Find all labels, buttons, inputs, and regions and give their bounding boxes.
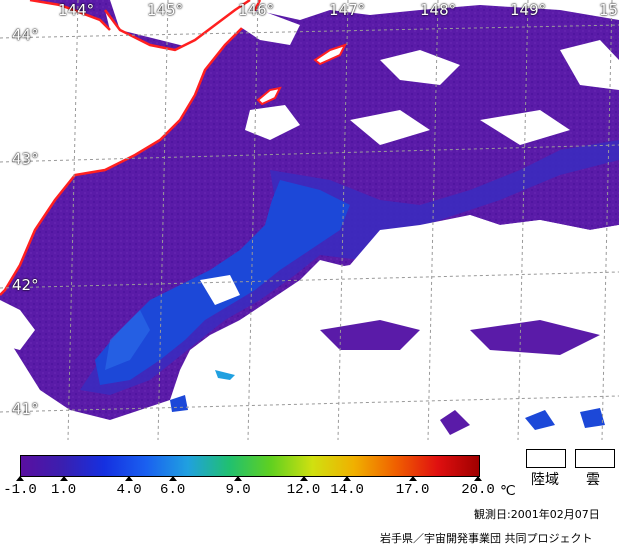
color-scale-tick-label: 20.0 <box>461 482 495 498</box>
latitude-label-41: 41° <box>12 400 39 418</box>
longitude-label-150: 15 <box>599 1 619 19</box>
cloud-legend-label: 雲 <box>586 471 600 487</box>
color-scale-tick <box>125 476 134 481</box>
map-canvas <box>0 0 619 440</box>
coastline <box>0 0 262 296</box>
longitude-label-147: 147° <box>329 1 366 19</box>
sea-current-area <box>105 310 150 370</box>
graticule <box>0 0 619 440</box>
land-legend-swatch <box>526 449 566 468</box>
cloud-legend-swatch <box>575 449 615 468</box>
hokkaido-land <box>0 0 260 295</box>
color-scale-tick <box>299 476 308 481</box>
color-scale-tick <box>343 476 352 481</box>
color-scale-tick <box>59 476 68 481</box>
credit-line: 岩手県／宇宙開発事業団 共同プロジェクト <box>380 532 593 545</box>
color-scale-tick-label: -1.0 <box>3 482 37 498</box>
longitude-label-148: 148° <box>420 1 457 19</box>
color-scale-tick-label: 9.0 <box>225 482 251 498</box>
sea-cool-band <box>80 140 619 395</box>
latitude-label-42: 42° <box>12 276 39 294</box>
color-scale-tick-label: 1.0 <box>51 482 77 498</box>
island <box>313 43 347 66</box>
color-scale-tick-label: 17.0 <box>395 482 430 498</box>
longitude-label-149: 149° <box>510 1 547 19</box>
color-scale-tick <box>234 476 243 481</box>
longitude-label-144: 144° <box>58 1 95 19</box>
longitude-label-146: 146° <box>238 1 275 19</box>
color-scale-tick-label: 14.0 <box>330 482 364 498</box>
land-legend-label: 陸域 <box>531 471 559 487</box>
color-scale-tick <box>168 476 177 481</box>
longitude-label-145: 145° <box>147 1 184 19</box>
color-scale-tick <box>408 476 417 481</box>
color-scale-tick-label: 12.0 <box>286 482 321 498</box>
temperature-unit: ℃ <box>500 482 516 498</box>
color-scale-tick-label: 4.0 <box>116 482 142 498</box>
sea-patches <box>170 320 605 435</box>
color-scale-tick <box>16 476 24 481</box>
temperature-color-scale <box>20 455 480 477</box>
sea-surface-temperature-map: 144° 145° 146° 147° 148° 149° 15 44° 43°… <box>0 0 619 440</box>
color-scale-tick <box>474 476 482 481</box>
latitude-label-44: 44° <box>12 26 39 44</box>
latitude-label-43: 43° <box>12 150 39 168</box>
color-scale-tick-label: 6.0 <box>160 482 186 498</box>
island <box>256 86 282 106</box>
observation-date: 観測日:2001年02月07日 <box>474 508 600 521</box>
